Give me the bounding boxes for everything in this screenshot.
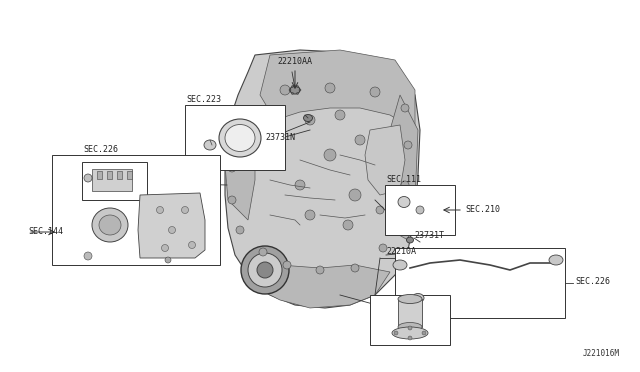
Ellipse shape: [392, 327, 428, 339]
Ellipse shape: [398, 196, 410, 208]
Ellipse shape: [325, 83, 335, 93]
Ellipse shape: [245, 106, 253, 114]
Bar: [395, 248, 565, 318]
Ellipse shape: [355, 135, 365, 145]
Ellipse shape: [259, 248, 267, 256]
Text: SEC.144: SEC.144: [28, 228, 63, 237]
Polygon shape: [225, 115, 255, 220]
Ellipse shape: [291, 86, 294, 87]
Ellipse shape: [370, 87, 380, 97]
Polygon shape: [250, 265, 390, 308]
Bar: [92, 169, 132, 191]
Ellipse shape: [241, 246, 289, 294]
Bar: [385, 185, 455, 235]
Ellipse shape: [99, 215, 121, 235]
Ellipse shape: [165, 257, 171, 263]
Ellipse shape: [219, 119, 261, 157]
Ellipse shape: [404, 141, 412, 149]
Ellipse shape: [305, 115, 315, 125]
Ellipse shape: [233, 134, 241, 142]
Ellipse shape: [295, 180, 305, 190]
Ellipse shape: [161, 244, 168, 251]
Ellipse shape: [291, 93, 294, 94]
Ellipse shape: [257, 262, 273, 278]
Bar: [185, 105, 285, 170]
Ellipse shape: [394, 331, 398, 335]
Text: SEC.226: SEC.226: [83, 145, 118, 154]
Ellipse shape: [351, 264, 359, 272]
Ellipse shape: [324, 149, 336, 161]
Ellipse shape: [289, 89, 291, 91]
Bar: [52, 155, 220, 265]
Ellipse shape: [335, 110, 345, 120]
Ellipse shape: [228, 196, 236, 204]
Ellipse shape: [401, 104, 409, 112]
Text: SEC.210: SEC.210: [465, 205, 500, 215]
Text: 23731N: 23731N: [265, 134, 295, 142]
Text: 22210AA: 22210AA: [278, 58, 312, 67]
Ellipse shape: [316, 266, 324, 274]
Ellipse shape: [408, 326, 412, 330]
Text: SEC.111: SEC.111: [386, 176, 421, 185]
Ellipse shape: [296, 86, 298, 87]
Ellipse shape: [228, 164, 236, 172]
Polygon shape: [365, 125, 405, 195]
Text: 23731T: 23731T: [414, 231, 444, 240]
Ellipse shape: [408, 336, 412, 340]
Ellipse shape: [404, 195, 412, 202]
Polygon shape: [225, 50, 420, 308]
Ellipse shape: [303, 115, 312, 122]
Ellipse shape: [379, 244, 387, 252]
Ellipse shape: [182, 206, 189, 214]
Ellipse shape: [412, 294, 424, 302]
Ellipse shape: [280, 85, 290, 95]
Ellipse shape: [398, 295, 422, 304]
Text: J221016M: J221016M: [583, 349, 620, 358]
Ellipse shape: [84, 174, 92, 182]
Ellipse shape: [406, 237, 413, 243]
Ellipse shape: [549, 255, 563, 265]
Bar: [97, 171, 102, 179]
Bar: [398, 299, 422, 327]
Polygon shape: [138, 193, 205, 258]
Ellipse shape: [168, 227, 175, 234]
Ellipse shape: [157, 206, 163, 214]
Ellipse shape: [343, 220, 353, 230]
Polygon shape: [385, 95, 418, 240]
Bar: [117, 171, 122, 179]
Ellipse shape: [299, 89, 301, 91]
Ellipse shape: [376, 206, 384, 214]
Bar: [127, 171, 132, 179]
Ellipse shape: [398, 323, 422, 331]
Ellipse shape: [391, 216, 399, 224]
Text: 22210A: 22210A: [386, 247, 416, 257]
Ellipse shape: [283, 261, 291, 269]
Ellipse shape: [401, 181, 409, 189]
Text: SEC.226: SEC.226: [575, 278, 610, 286]
Ellipse shape: [305, 210, 315, 220]
Bar: [82, 162, 147, 200]
Ellipse shape: [225, 125, 255, 151]
Ellipse shape: [189, 241, 195, 248]
Polygon shape: [260, 50, 415, 130]
Ellipse shape: [416, 206, 424, 214]
Ellipse shape: [290, 86, 300, 94]
Bar: [107, 171, 112, 179]
Ellipse shape: [296, 93, 298, 94]
Ellipse shape: [92, 208, 128, 242]
Ellipse shape: [204, 140, 216, 150]
Ellipse shape: [412, 249, 419, 255]
Ellipse shape: [393, 260, 407, 270]
Ellipse shape: [349, 189, 361, 201]
Ellipse shape: [422, 331, 426, 335]
Bar: [370, 295, 450, 345]
Ellipse shape: [236, 226, 244, 234]
Ellipse shape: [84, 252, 92, 260]
Ellipse shape: [248, 253, 282, 287]
Text: SEC.223: SEC.223: [186, 96, 221, 105]
